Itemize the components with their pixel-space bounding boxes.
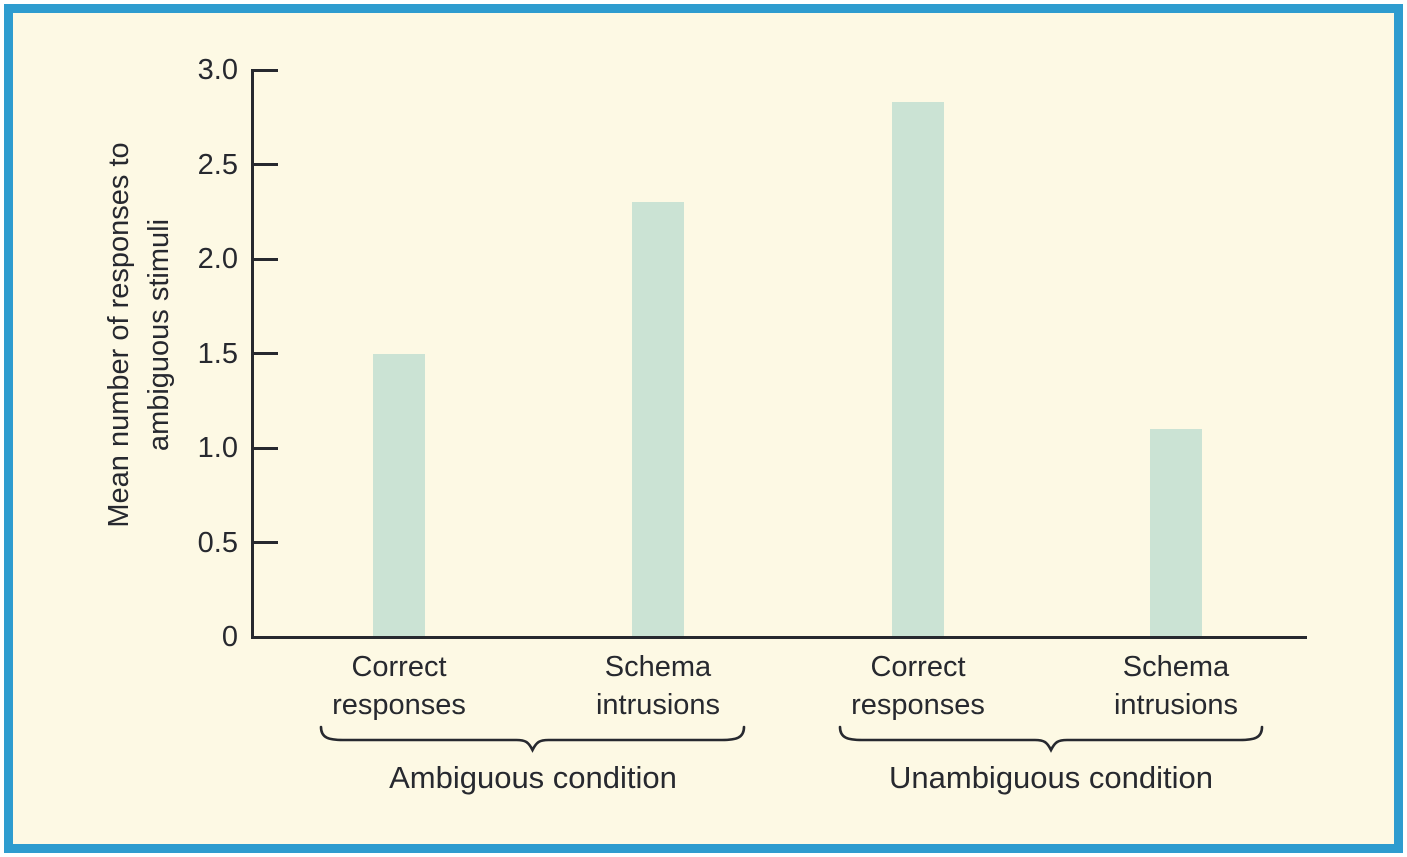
group-brace: [838, 725, 1264, 753]
y-tick-mark: [251, 257, 278, 261]
group-label-ambiguous-condition: Ambiguous condition: [389, 760, 677, 795]
x-category-label-line: Schema: [604, 651, 712, 683]
group-brace: [319, 725, 746, 753]
y-tick-label: 0: [221, 621, 238, 653]
y-tick-mark: [251, 541, 278, 544]
y-tick-mark: [251, 446, 278, 450]
bar-schema-intrusions-3: [1150, 429, 1202, 638]
y-tick-label: 0.5: [197, 526, 238, 559]
x-category-label-line: responses: [332, 689, 466, 721]
y-tick-label: 1.0: [197, 432, 238, 464]
y-tick-label: 3.0: [197, 54, 238, 86]
bar-correct-responses-0: [373, 353, 425, 638]
bar-correct-responses-2: [892, 102, 944, 638]
x-category-label: Schema intrusions: [528, 648, 788, 724]
y-tick-mark: [251, 352, 278, 355]
y-tick-label: 2.0: [197, 243, 238, 275]
x-category-label-line: intrusions: [595, 689, 721, 721]
x-category-label: Correct responses: [788, 648, 1048, 724]
x-category-label-line: Correct: [351, 651, 447, 683]
y-tick-mark: [251, 68, 278, 72]
figure-panel: [4, 4, 1403, 853]
x-axis-line: [251, 635, 1307, 639]
y-tick-label: 1.5: [197, 337, 238, 370]
x-category-label-line: responses: [851, 689, 985, 721]
bar-schema-intrusions-1: [632, 202, 684, 638]
x-category-label: Correct responses: [269, 648, 529, 724]
y-tick-mark: [251, 163, 278, 166]
x-category-label-line: Schema: [1122, 651, 1230, 683]
x-category-label: Schema intrusions: [1046, 648, 1306, 724]
group-label-unambiguous-condition: Unambiguous condition: [889, 760, 1213, 795]
x-category-label-line: Correct: [870, 651, 966, 683]
x-category-label-line: intrusions: [1113, 689, 1239, 721]
y-tick-label: 2.5: [197, 148, 238, 181]
